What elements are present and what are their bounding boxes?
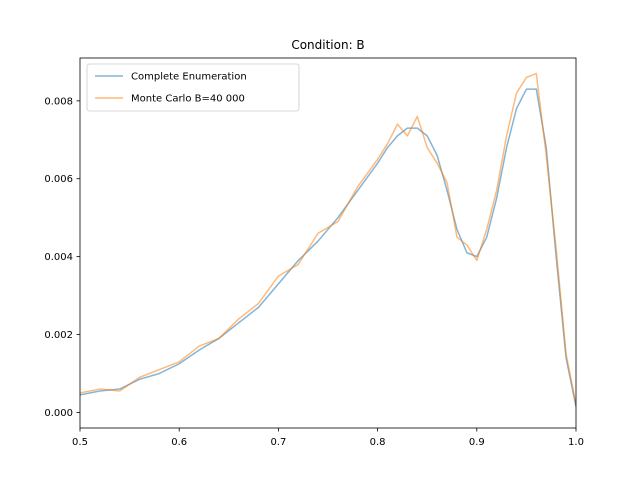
axes-layer: 0.5 0.6 0.7 0.8 0.9 1.0 0.000 0.002 0.004 0.006 0.…	[44, 57, 584, 448]
y-tick-label: 0.006	[44, 174, 73, 185]
series-line-1	[80, 72, 576, 405]
series-line-0	[80, 88, 576, 407]
legend-label: Complete Enumeration	[131, 72, 247, 83]
axes-frame	[79, 57, 577, 429]
x-tick-label: 0.9	[469, 437, 485, 448]
y-tick-label: 0.000	[44, 408, 73, 419]
plot-area	[80, 58, 576, 428]
x-tick-label: 0.8	[370, 437, 386, 448]
y-tick-label: 0.004	[44, 252, 73, 263]
y-tick-label: 0.008	[44, 96, 73, 107]
x-tick-label: 0.5	[72, 437, 88, 448]
y-tick-label: 0.002	[44, 330, 73, 341]
x-tick-label: 0.6	[171, 437, 187, 448]
x-tick-label: 1.0	[568, 437, 584, 448]
plot-background	[80, 58, 576, 428]
chart-title: Condition: B	[291, 38, 364, 52]
x-tick-label: 0.7	[270, 437, 286, 448]
series-layer	[80, 72, 576, 407]
legend-box	[86, 63, 300, 112]
legend-label: Monte Carlo B=40 000	[131, 94, 245, 105]
legend: Complete Enumeration Monte Carlo B=40 000	[86, 63, 300, 112]
